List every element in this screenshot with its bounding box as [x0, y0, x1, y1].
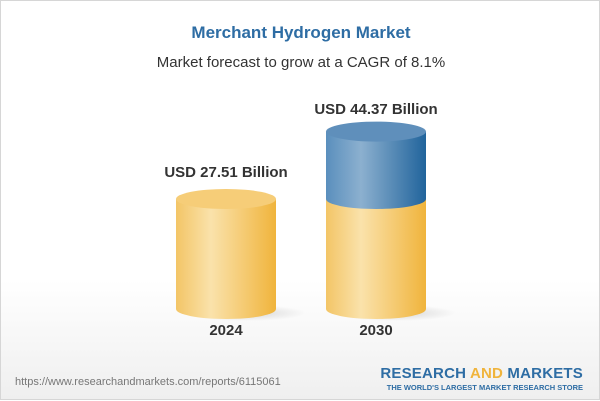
cylinder-base-2030 [326, 199, 426, 319]
cylinder-base-2024 [176, 199, 276, 319]
source-url[interactable]: https://www.researchandmarkets.com/repor… [15, 376, 281, 388]
logo-text-and: AND [469, 365, 504, 382]
logo-text-research: RESEARCH [380, 365, 470, 382]
chart-subtitle: Market forecast to grow at a CAGR of 8.1… [156, 54, 446, 71]
data-label-2030: USD 44.37 Billion [314, 101, 437, 118]
logo-text-markets: MARKETS [503, 365, 583, 382]
category-label-2030: 2030 [359, 322, 392, 339]
chart-title: Merchant Hydrogen Market [191, 23, 411, 42]
category-label-2024: 2024 [209, 322, 243, 339]
brand-logo: RESEARCH AND MARKETS THE WORLD'S LARGEST… [380, 365, 583, 392]
logo-tagline: THE WORLD'S LARGEST MARKET RESEARCH STOR… [386, 383, 583, 392]
cylinder-growth-2030-top [326, 121, 426, 142]
data-label-2024: USD 27.51 Billion [164, 164, 287, 181]
cylinder-base-2024-top [176, 189, 276, 209]
cylinder-growth-2030 [326, 131, 426, 209]
